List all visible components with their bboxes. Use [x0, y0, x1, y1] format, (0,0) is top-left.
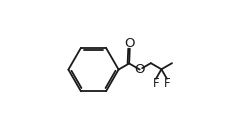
Text: F: F	[164, 77, 170, 90]
Text: O: O	[134, 63, 145, 76]
Text: F: F	[153, 77, 159, 90]
Text: O: O	[124, 37, 135, 50]
